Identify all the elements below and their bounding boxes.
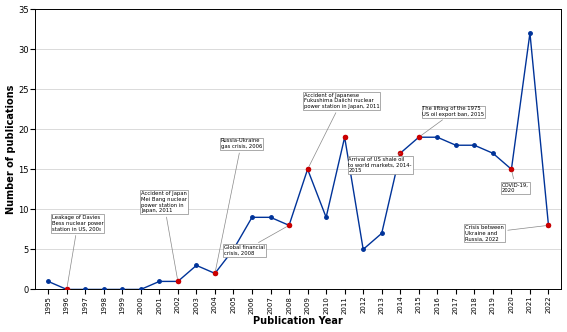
- X-axis label: Publication Year: Publication Year: [253, 316, 343, 326]
- Text: Accident of Japanese
Fukushima Daiichi nuclear
power station in Japan, 2011: Accident of Japanese Fukushima Daiichi n…: [304, 93, 380, 167]
- Text: Leakage of Davies
Bess nuclear power
station in US, 200₀: Leakage of Davies Bess nuclear power sta…: [52, 215, 104, 287]
- Text: Crisis between
Ukraine and
Russia, 2022: Crisis between Ukraine and Russia, 2022: [465, 225, 545, 241]
- Text: Global financial
crisis, 2008: Global financial crisis, 2008: [224, 227, 287, 256]
- Text: COVID-19,
2020: COVID-19, 2020: [502, 172, 529, 193]
- Text: The lifting of the 1975
US oil export ban, 2015: The lifting of the 1975 US oil export ba…: [421, 106, 485, 135]
- Text: Accident of Japan
Mei Bang nuclear
power station in
Japan, 2011: Accident of Japan Mei Bang nuclear power…: [141, 191, 187, 279]
- Text: Russia-Ukraine
gas crisis, 2006: Russia-Ukraine gas crisis, 2006: [215, 138, 262, 271]
- Y-axis label: Number of publications: Number of publications: [6, 85, 15, 214]
- Text: Arrival of US shale oil
to world markets, 2014-
2015: Arrival of US shale oil to world markets…: [348, 153, 412, 173]
